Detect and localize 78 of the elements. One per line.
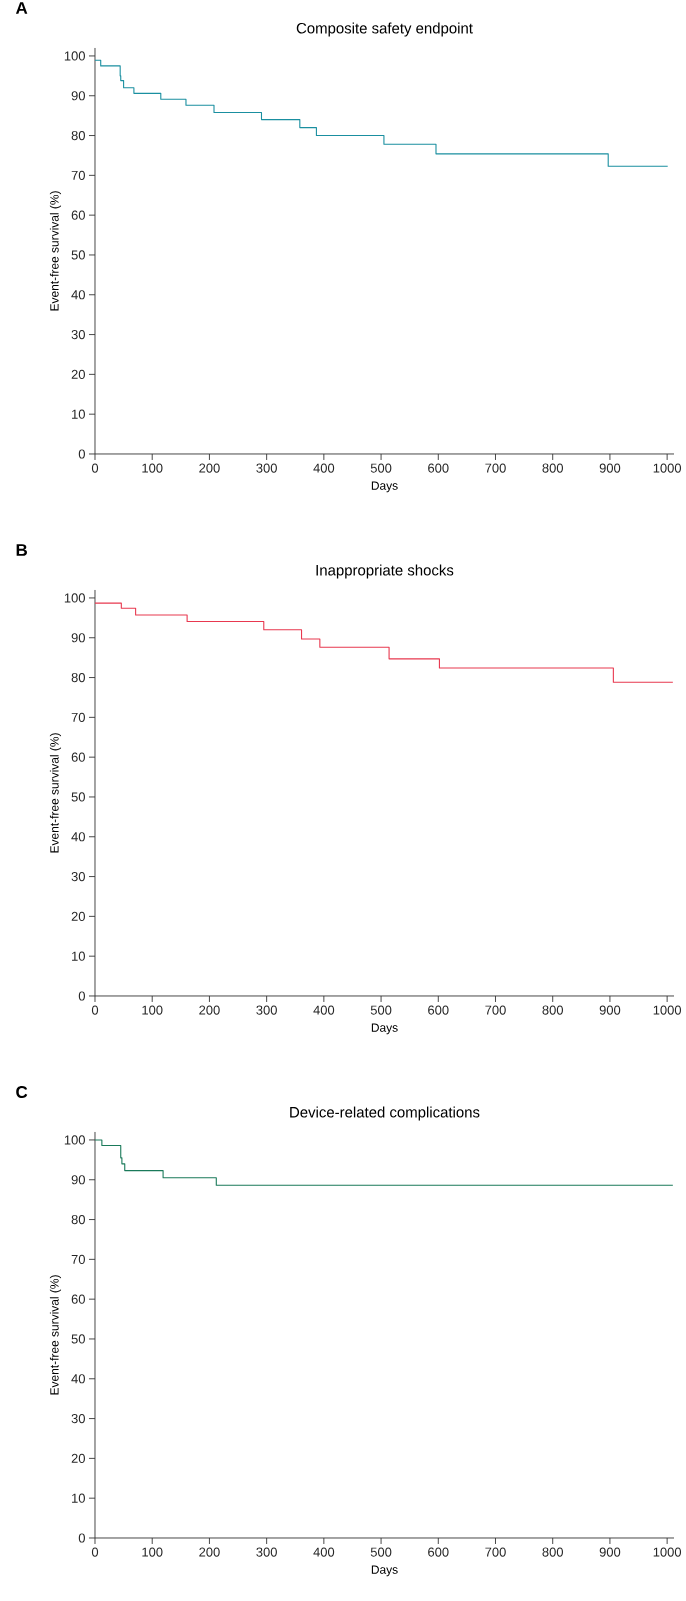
y-tick-label: 20 [71,1453,85,1463]
y-tick-label: 90 [71,633,85,643]
y-tick-label: 90 [71,91,85,101]
y-tick-label: 50 [71,792,85,802]
x-tick-label: 600 [428,1547,449,1557]
x-tick-label: 600 [428,1005,449,1015]
text: C [16,1085,28,1098]
x-tick-label: 300 [256,463,277,473]
x-tick-label: 500 [370,463,392,473]
y-tick-label: 100 [64,1135,85,1145]
y-tick-label: 30 [71,871,85,882]
y-axis-title: Event-free survival (%) [49,191,62,311]
x-tick-label: 800 [542,463,564,473]
x-tick-label: 500 [370,1547,392,1557]
x-tick-label: 900 [599,1547,621,1557]
x-tick-label: 100 [142,463,163,473]
x-tick-label: 200 [199,1005,220,1015]
y-tick-label: 50 [71,250,85,260]
x-tick-label: 1000 [653,463,682,473]
x-tick-label: 1000 [653,1005,682,1015]
x-tick-label: 200 [199,1547,220,1557]
x-axis-title: Days [371,481,398,493]
y-tick-label: 70 [71,1254,85,1264]
y-tick-label: 50 [71,1334,85,1344]
y-tick-label: 0 [78,449,85,459]
y-tick-label: 30 [71,329,85,340]
x-tick-label: 400 [313,1005,335,1015]
y-tick-label: 10 [72,951,85,961]
y-tick-label: 10 [72,1493,85,1503]
chart-title: Inappropriate shocks [316,564,454,579]
text: A [15,2,28,14]
x-tick-label: 0 [91,1005,99,1015]
x-tick-label: 0 [91,463,99,473]
y-tick-label: 20 [71,911,85,921]
x-tick-label: 1000 [653,1547,682,1557]
x-tick-label: 700 [485,1005,506,1015]
y-tick-label: 80 [71,672,85,683]
x-tick-label: 800 [542,1005,564,1015]
y-tick-label: 10 [72,409,85,419]
x-tick-label: 400 [313,463,335,473]
y-tick-label: 30 [71,1413,85,1424]
y-tick-label: 60 [71,210,85,220]
x-tick-label: 600 [428,463,449,473]
y-tick-label: 80 [71,130,85,141]
y-axis-title: Event-free survival (%) [49,733,62,853]
y-tick-label: 40 [71,290,85,300]
chart-title: Device-related complications [290,1106,480,1121]
x-axis-title: Days [371,1023,398,1035]
y-tick-label: 40 [71,1374,85,1384]
x-tick-label: 700 [485,1547,506,1557]
x-tick-label: 700 [485,463,506,473]
x-tick-label: 500 [370,1005,392,1015]
x-tick-label: 300 [256,1005,277,1015]
x-tick-label: 200 [199,463,220,473]
y-tick-label: 40 [71,832,85,842]
y-tick-label: 60 [71,1294,85,1304]
x-tick-label: 400 [313,1547,335,1557]
x-tick-label: 100 [142,1005,163,1015]
x-axis-title: Days [371,1565,398,1577]
x-tick-label: 900 [599,1005,621,1015]
y-tick-label: 90 [71,1175,85,1185]
y-tick-label: 0 [78,1533,85,1543]
y-tick-label: 80 [71,1214,85,1225]
y-axis-title: Event-free survival (%) [49,1275,62,1395]
y-tick-label: 20 [71,369,85,379]
y-tick-label: 70 [71,712,85,722]
x-tick-label: 300 [256,1547,277,1557]
x-tick-label: 100 [142,1547,163,1557]
y-tick-label: 100 [64,593,85,603]
x-tick-label: 900 [599,463,621,473]
x-tick-label: 0 [91,1547,99,1557]
text: B [16,544,27,556]
y-tick-label: 0 [78,991,85,1001]
chart-title: Composite safety endpoint [296,22,473,37]
x-tick-label: 800 [542,1547,564,1557]
y-tick-label: 60 [71,752,85,762]
y-tick-label: 70 [71,170,85,180]
y-tick-label: 100 [64,51,85,61]
